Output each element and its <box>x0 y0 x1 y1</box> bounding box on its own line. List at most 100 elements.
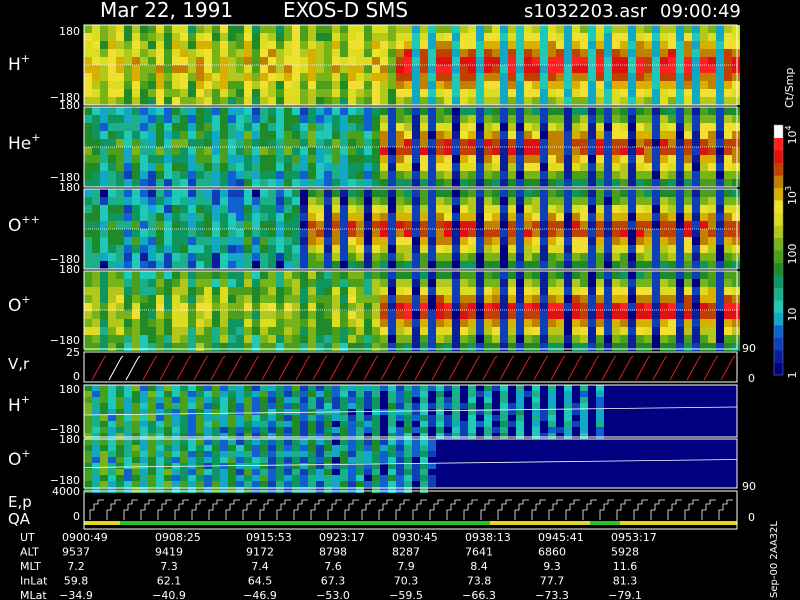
heatmap-cell <box>92 115 100 123</box>
heatmap-cell <box>500 295 508 303</box>
heatmap-cell <box>148 445 156 451</box>
heatmap-cell <box>652 311 660 319</box>
heatmap-cell <box>164 171 172 179</box>
heatmap-cell <box>700 279 708 287</box>
heatmap-cell <box>100 303 108 311</box>
ymax-he-plus: 180 <box>59 99 80 112</box>
heatmap-cell <box>516 409 524 415</box>
heatmap-cell <box>420 421 428 427</box>
steps-ep <box>89 499 733 520</box>
heatmap-cell <box>492 311 500 319</box>
heatmap-cell <box>332 397 340 403</box>
heatmap-cell <box>284 481 292 487</box>
heatmap-cell <box>340 73 348 81</box>
heatmap-cell <box>308 41 316 49</box>
vr-ramp <box>108 355 124 381</box>
heatmap-cell <box>124 229 132 237</box>
heatmap-cell <box>268 385 276 391</box>
heatmap-cell <box>244 463 252 469</box>
heatmap-cell <box>148 237 156 245</box>
heatmap-cell <box>268 451 276 457</box>
heatmap-cell <box>684 335 692 343</box>
heatmap-cell <box>180 65 188 73</box>
heatmap-cell <box>92 421 100 427</box>
heatmap-cell <box>244 155 252 163</box>
vr-ramp <box>142 355 158 381</box>
heatmap-cell <box>580 279 588 287</box>
heatmap-cell <box>716 179 724 187</box>
heatmap-cell <box>684 319 692 327</box>
heatmap-cell <box>364 469 372 475</box>
heatmap-cell <box>172 197 180 205</box>
heatmap-cell <box>444 33 452 41</box>
heatmap-cell <box>244 451 252 457</box>
heatmap-cell <box>404 197 412 205</box>
heatmap-cell <box>212 147 220 155</box>
heatmap-cell <box>236 65 244 73</box>
heatmap-cell <box>548 319 556 327</box>
heatmap-cell <box>724 271 732 279</box>
heatmap-cell <box>308 147 316 155</box>
heatmap-cell <box>172 73 180 81</box>
heatmap-cell <box>404 65 412 73</box>
heatmap-cell <box>188 261 196 269</box>
heatmap-cell <box>460 81 468 89</box>
heatmap-cell <box>140 179 148 187</box>
heatmap-cell <box>660 49 668 57</box>
heatmap-cell <box>732 261 740 269</box>
heatmap-cell <box>532 73 540 81</box>
heatmap-cell <box>708 73 716 81</box>
heatmap-cell <box>124 287 132 295</box>
heatmap-cell <box>84 409 92 415</box>
heatmap-cell <box>324 253 332 261</box>
heatmap-cell <box>620 343 628 351</box>
heatmap-cell <box>316 475 324 481</box>
heatmap-cell <box>132 49 140 57</box>
heatmap-cell <box>356 445 364 451</box>
heatmap-cell <box>692 33 700 41</box>
heatmap-cell <box>428 25 436 33</box>
heatmap-cell <box>516 65 524 73</box>
heatmap-cell <box>460 123 468 131</box>
heatmap-cell <box>684 189 692 197</box>
heatmap-cell <box>220 439 228 445</box>
heatmap-cell <box>260 171 268 179</box>
heatmap-cell <box>652 271 660 279</box>
heatmap-cell <box>644 295 652 303</box>
heatmap-cell <box>188 155 196 163</box>
heatmap-cell <box>268 409 276 415</box>
heatmap-cell <box>684 123 692 131</box>
heatmap-cell <box>532 427 540 433</box>
heatmap-cell <box>148 189 156 197</box>
heatmap-cell <box>172 237 180 245</box>
heatmap-cell <box>92 391 100 397</box>
heatmap-cell <box>260 295 268 303</box>
heatmap-cell <box>732 107 740 115</box>
heatmap-cell <box>652 115 660 123</box>
heatmap-cell <box>596 427 604 433</box>
heatmap-cell <box>356 311 364 319</box>
heatmap-cell <box>332 451 340 457</box>
heatmap-cell <box>708 49 716 57</box>
heatmap-cell <box>204 287 212 295</box>
heatmap-cell <box>84 487 92 493</box>
heatmap-cell <box>292 385 300 391</box>
heatmap-cell <box>380 343 388 351</box>
heatmap-cell <box>92 457 100 463</box>
heatmap-cell <box>148 475 156 481</box>
table-cell: −46.9 <box>243 589 277 600</box>
heatmap-cell <box>524 237 532 245</box>
heatmap-cell <box>428 271 436 279</box>
heatmap-cell <box>452 97 460 105</box>
heatmap-cell <box>452 327 460 335</box>
heatmap-cell <box>676 107 684 115</box>
heatmap-cell <box>348 189 356 197</box>
heatmap-cell <box>292 271 300 279</box>
heatmap-cell <box>532 421 540 427</box>
heatmap-cell <box>412 81 420 89</box>
heatmap-cell <box>620 139 628 147</box>
heatmap-cell <box>116 335 124 343</box>
heatmap-cell <box>132 469 140 475</box>
heatmap-cell <box>532 57 540 65</box>
heatmap-cell <box>164 205 172 213</box>
